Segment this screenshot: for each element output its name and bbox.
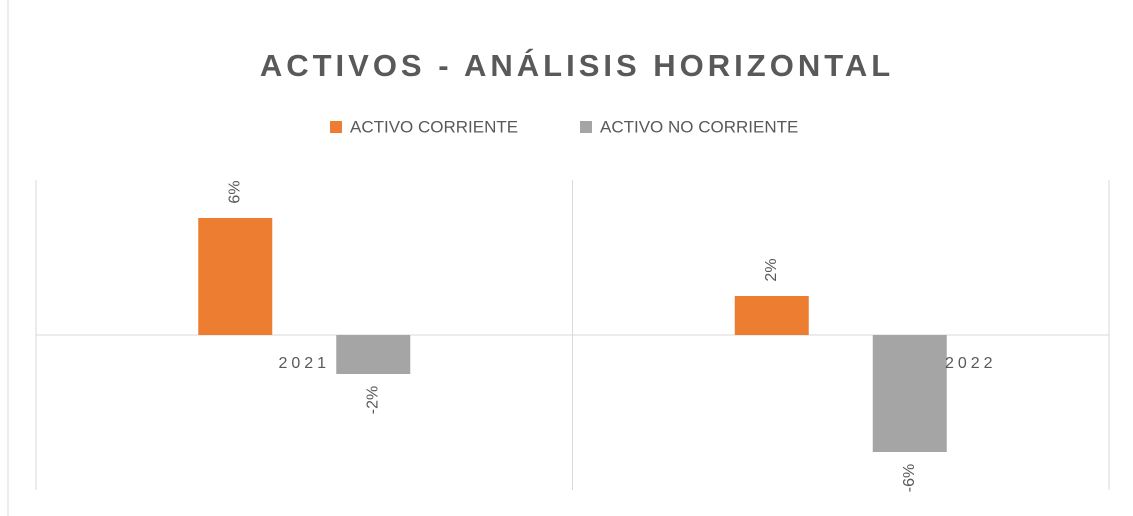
- bar: [872, 335, 947, 452]
- value-label: -6%: [901, 464, 918, 492]
- value-label: 2%: [763, 258, 780, 281]
- x-tick-label: 2022: [945, 355, 997, 372]
- bar: [734, 296, 809, 335]
- legend-label: ACTIVO NO CORRIENTE: [600, 117, 798, 136]
- bar: [198, 218, 273, 335]
- legend-swatch: [330, 121, 342, 133]
- chart-title: ACTIVOS - ANÁLISIS HORIZONTAL: [260, 48, 894, 83]
- legend-label: ACTIVO CORRIENTE: [350, 117, 518, 136]
- value-label: -2%: [364, 386, 381, 414]
- value-label: 6%: [226, 180, 243, 203]
- legend-swatch: [580, 121, 592, 133]
- bar: [336, 335, 411, 374]
- x-tick-label: 2021: [278, 355, 330, 372]
